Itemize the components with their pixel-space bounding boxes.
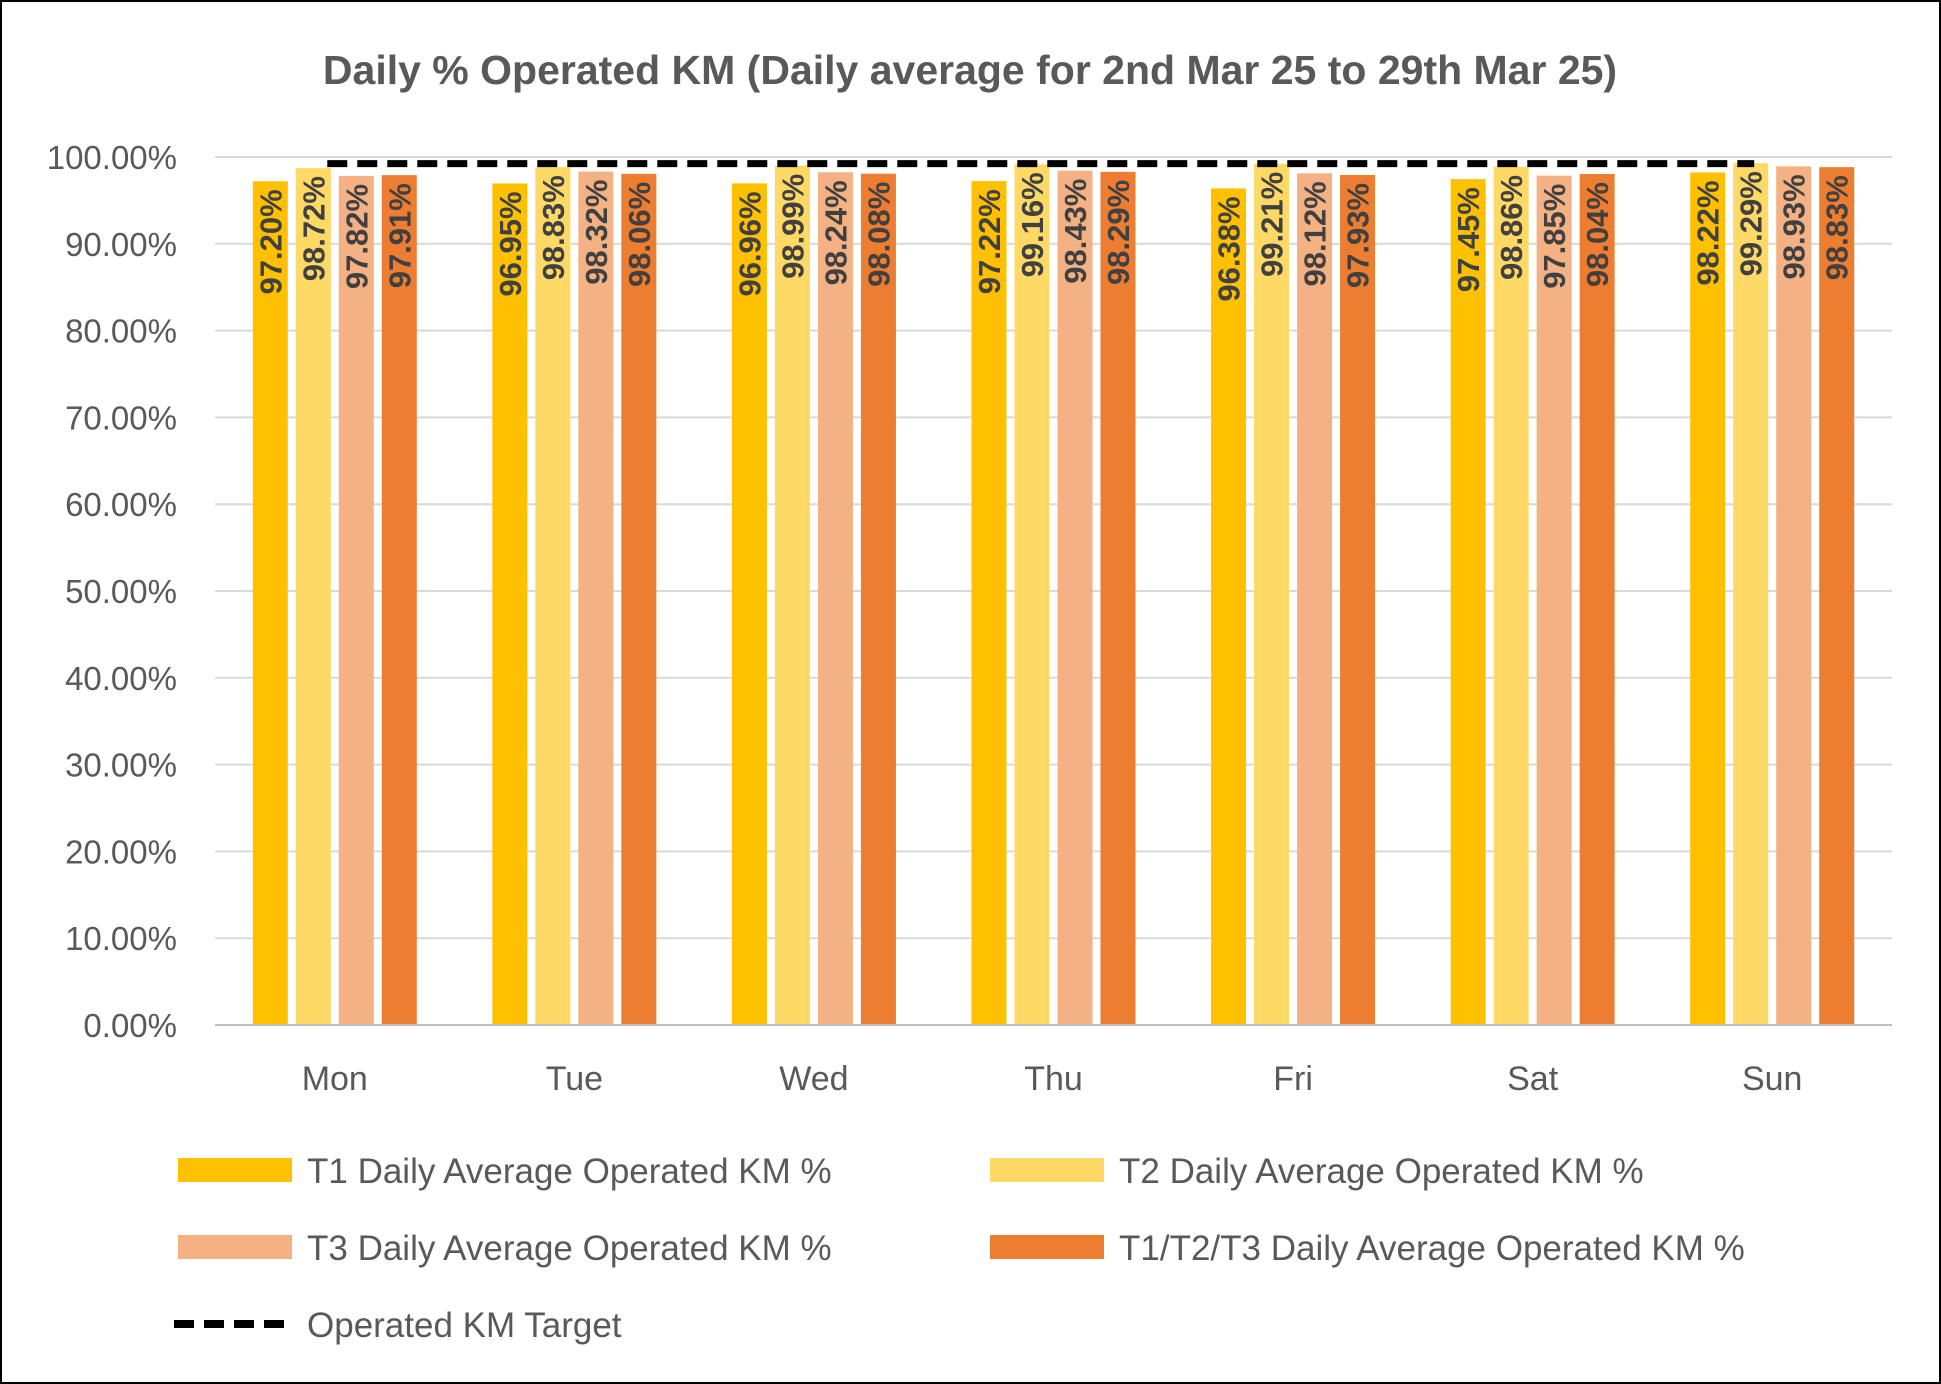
data-label: 98.08% bbox=[861, 182, 896, 287]
y-tick-label: 60.00% bbox=[65, 486, 177, 523]
data-label: 98.22% bbox=[1691, 180, 1726, 285]
data-label: 97.93% bbox=[1341, 183, 1376, 288]
data-label: 97.85% bbox=[1537, 184, 1572, 289]
bar bbox=[1579, 174, 1615, 1025]
data-label: 98.83% bbox=[536, 175, 571, 280]
data-label: 99.21% bbox=[1255, 172, 1290, 277]
bar bbox=[1014, 164, 1050, 1025]
bar bbox=[1450, 179, 1486, 1025]
y-tick-label: 30.00% bbox=[65, 747, 177, 784]
data-label: 98.29% bbox=[1101, 180, 1136, 285]
legend-label: T1/T2/T3 Daily Average Operated KM % bbox=[1119, 1229, 1745, 1268]
data-label: 98.72% bbox=[296, 176, 331, 281]
data-label: 98.86% bbox=[1494, 175, 1529, 280]
x-tick-label: Wed bbox=[779, 1060, 848, 1098]
bar bbox=[492, 183, 528, 1025]
x-tick-label: Sat bbox=[1507, 1060, 1559, 1098]
data-label: 96.38% bbox=[1212, 196, 1247, 301]
bar bbox=[621, 173, 657, 1025]
y-tick-label: 80.00% bbox=[65, 313, 177, 350]
y-tick-label: 40.00% bbox=[65, 660, 177, 697]
bar bbox=[338, 175, 374, 1026]
data-label: 97.91% bbox=[382, 183, 417, 288]
bar bbox=[1100, 171, 1136, 1026]
y-tick-label: 50.00% bbox=[65, 573, 177, 610]
legend: T1 Daily Average Operated KM % T2 Daily A… bbox=[174, 1152, 1745, 1345]
bar bbox=[1819, 167, 1855, 1026]
bars bbox=[252, 163, 1855, 1026]
bar bbox=[1340, 174, 1376, 1026]
data-label: 96.95% bbox=[493, 191, 528, 296]
bar bbox=[1536, 175, 1572, 1026]
legend-swatch bbox=[178, 1158, 292, 1182]
bar bbox=[1211, 188, 1247, 1025]
y-axis-tick-labels: 0.00% 10.00% 20.00% 30.00% 40.00% 50.00% 60.00… bbox=[47, 139, 177, 1044]
data-label: 99.29% bbox=[1734, 171, 1769, 276]
data-label: 99.16% bbox=[1015, 172, 1050, 277]
legend-swatch bbox=[990, 1158, 1104, 1182]
data-label: 98.93% bbox=[1777, 174, 1812, 279]
data-label: 97.45% bbox=[1451, 187, 1486, 292]
data-label: 98.06% bbox=[622, 182, 657, 287]
bar bbox=[731, 183, 767, 1025]
data-label: 97.20% bbox=[253, 189, 288, 294]
y-tick-label: 100.00% bbox=[47, 139, 177, 176]
bar bbox=[578, 171, 614, 1025]
x-tick-label: Sun bbox=[1742, 1060, 1803, 1098]
data-label: 98.04% bbox=[1580, 182, 1615, 287]
bar bbox=[1776, 166, 1812, 1025]
data-label: 98.43% bbox=[1058, 179, 1093, 284]
data-labels: 97.20% 98.72% 97.82% 97.91% 96.95% 98.83% 98.3… bbox=[253, 171, 1854, 301]
chart-title: Daily % Operated KM (Daily average for 2… bbox=[323, 47, 1617, 93]
bar bbox=[381, 175, 417, 1025]
bar bbox=[1254, 163, 1290, 1026]
bar bbox=[1493, 166, 1529, 1025]
bar bbox=[252, 181, 288, 1025]
data-label: 96.96% bbox=[732, 191, 767, 296]
legend-label: T3 Daily Average Operated KM % bbox=[307, 1229, 832, 1268]
x-tick-label: Mon bbox=[302, 1060, 368, 1098]
bar bbox=[1733, 163, 1769, 1026]
legend-label: T1 Daily Average Operated KM % bbox=[307, 1152, 832, 1191]
data-label: 97.22% bbox=[972, 189, 1007, 294]
data-label: 98.83% bbox=[1820, 175, 1855, 280]
x-tick-label: Fri bbox=[1273, 1060, 1313, 1098]
legend-label: T2 Daily Average Operated KM % bbox=[1119, 1152, 1644, 1191]
legend-swatch bbox=[178, 1235, 292, 1259]
data-label: 98.32% bbox=[579, 180, 614, 285]
legend-label: Operated KM Target bbox=[307, 1306, 622, 1345]
data-label: 98.12% bbox=[1298, 181, 1333, 286]
data-label: 98.24% bbox=[818, 180, 853, 285]
bar bbox=[860, 173, 896, 1026]
bar bbox=[817, 172, 853, 1025]
bar bbox=[1057, 170, 1093, 1026]
bar bbox=[1297, 173, 1333, 1025]
data-label: 97.82% bbox=[339, 184, 374, 289]
bar bbox=[535, 167, 571, 1026]
x-tick-label: Tue bbox=[546, 1060, 603, 1098]
grid-lines bbox=[215, 156, 1892, 1026]
bar bbox=[774, 165, 810, 1026]
y-tick-label: 70.00% bbox=[65, 399, 177, 436]
bar bbox=[295, 168, 331, 1025]
x-tick-label: Thu bbox=[1024, 1060, 1083, 1098]
y-tick-label: 90.00% bbox=[65, 226, 177, 263]
y-tick-label: 0.00% bbox=[83, 1007, 177, 1044]
legend-swatch bbox=[990, 1235, 1104, 1259]
y-tick-label: 20.00% bbox=[65, 833, 177, 870]
y-tick-label: 10.00% bbox=[65, 920, 177, 957]
data-label: 98.99% bbox=[775, 174, 810, 279]
bar bbox=[971, 181, 1007, 1026]
x-axis: Mon Tue Wed Thu Fri Sat Sun bbox=[215, 1024, 1892, 1098]
bar bbox=[1690, 172, 1726, 1026]
